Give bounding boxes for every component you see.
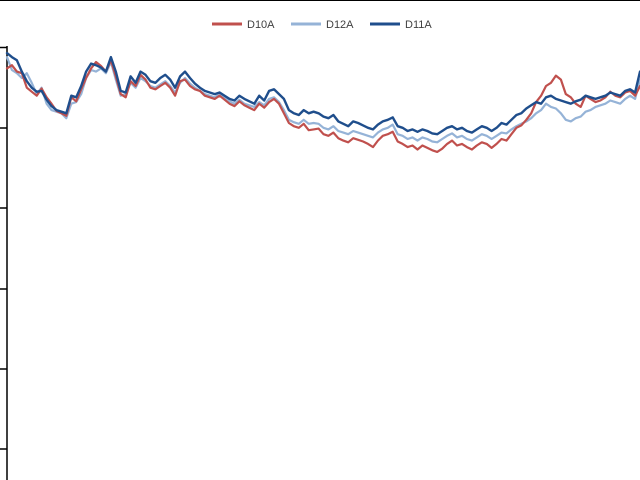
legend: D10A D12A D11A [212, 19, 432, 31]
plot-lines [5, 51, 640, 153]
y-axis [0, 46, 8, 480]
series-line-d11a [5, 51, 640, 136]
legend-item-d10a: D10A [212, 19, 275, 31]
legend-label-d11a: D11A [405, 19, 432, 31]
legend-item-d12a: D12A [291, 19, 354, 31]
legend-label-d12a: D12A [326, 19, 354, 31]
legend-label-d10a: D10A [247, 19, 275, 31]
legend-item-d11a: D11A [370, 19, 432, 31]
